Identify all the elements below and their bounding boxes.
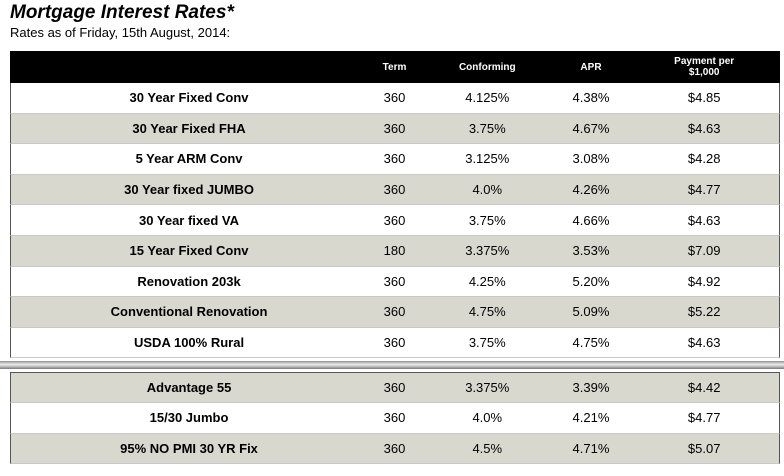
- table-row: 30 Year Fixed FHA 360 3.75% 4.67% $4.63: [10, 113, 780, 145]
- cell-payment: $4.85: [687, 90, 721, 106]
- cell-apr: 5.09%: [572, 304, 610, 320]
- cell-name: 30 Year Fixed Conv: [129, 90, 249, 106]
- table-row: 30 Year fixed VA 360 3.75% 4.66% $4.63: [10, 205, 780, 236]
- cell-payment: $4.42: [687, 380, 721, 396]
- cell-name: Renovation 203k: [137, 273, 241, 289]
- cell-name: 95% NO PMI 30 YR Fix: [120, 440, 258, 456]
- cell-apr: 3.39%: [572, 380, 610, 396]
- cell-payment: $4.28: [687, 151, 721, 167]
- cell-apr: 3.08%: [572, 151, 610, 167]
- cell-conforming: 4.0%: [472, 410, 503, 426]
- cell-apr: 3.53%: [572, 243, 610, 259]
- table-header: Term Conforming APR Payment per $1,000: [10, 51, 780, 83]
- cell-term: 360: [383, 410, 406, 426]
- page-break-gap: [0, 361, 784, 370]
- header-conforming: Conforming: [458, 61, 516, 73]
- cell-conforming: 4.25%: [468, 273, 506, 289]
- table-row: Advantage 55 360 3.375% 3.39% $4.42: [10, 372, 780, 403]
- cell-name: 5 Year ARM Conv: [135, 151, 243, 167]
- page-break-divider: [0, 358, 784, 373]
- cell-apr: 4.67%: [572, 120, 610, 136]
- cell-conforming: 4.0%: [472, 182, 503, 198]
- cell-name: 30 Year Fixed FHA: [132, 120, 246, 136]
- cell-apr: 4.38%: [572, 90, 610, 106]
- cell-conforming: 3.75%: [468, 212, 506, 228]
- table-row: USDA 100% Rural 360 3.75% 4.75% $4.63: [10, 327, 780, 359]
- table-row: 5 Year ARM Conv 360 3.125% 3.08% $4.28: [10, 144, 780, 175]
- cell-apr: 4.26%: [572, 182, 610, 198]
- cell-term: 360: [383, 90, 406, 106]
- cell-payment: $4.77: [687, 182, 721, 198]
- cell-conforming: 3.125%: [465, 151, 510, 167]
- rates-table: Term Conforming APR Payment per $1,000 3…: [0, 51, 784, 465]
- cell-term: 180: [383, 243, 406, 259]
- cell-apr: 4.66%: [572, 212, 610, 228]
- cell-term: 360: [383, 212, 406, 228]
- cell-apr: 4.75%: [572, 335, 610, 351]
- cell-term: 360: [383, 273, 406, 289]
- cell-term: 360: [383, 304, 406, 320]
- cell-name: 15 Year Fixed Conv: [129, 243, 249, 259]
- table-row: 15 Year Fixed Conv 180 3.375% 3.53% $7.0…: [10, 235, 780, 267]
- header-payment-line2: $1,000: [688, 67, 720, 78]
- table-body-2: Advantage 55 360 3.375% 3.39% $4.42 15/3…: [10, 372, 780, 465]
- table-row: Conventional Renovation 360 4.75% 5.09% …: [10, 297, 780, 328]
- cell-payment: $4.92: [687, 273, 721, 289]
- cell-conforming: 3.75%: [468, 120, 506, 136]
- table-row: 30 Year Fixed Conv 360 4.125% 4.38% $4.8…: [10, 83, 780, 114]
- table-row: Renovation 203k 360 4.25% 5.20% $4.92: [10, 266, 780, 298]
- cell-term: 360: [383, 440, 406, 456]
- cell-payment: $7.09: [687, 243, 721, 259]
- cell-payment: $4.77: [687, 410, 721, 426]
- cell-name: 30 Year fixed JUMBO: [124, 182, 254, 198]
- page-title: Mortgage Interest Rates*: [10, 2, 234, 23]
- cell-apr: 5.20%: [572, 273, 610, 289]
- cell-payment: $4.63: [687, 335, 721, 351]
- cell-apr: 4.21%: [572, 410, 610, 426]
- header-payment: Payment per $1,000: [629, 56, 779, 78]
- cell-conforming: 4.125%: [465, 90, 510, 106]
- table-row: 30 Year fixed JUMBO 360 4.0% 4.26% $4.77: [10, 174, 780, 206]
- cell-payment: $4.63: [687, 212, 721, 228]
- table-row: 15/30 Jumbo 360 4.0% 4.21% $4.77: [10, 402, 780, 434]
- cell-term: 360: [383, 335, 406, 351]
- cell-apr: 4.71%: [572, 440, 610, 456]
- cell-conforming: 4.5%: [472, 440, 503, 456]
- table-row: 95% NO PMI 30 YR Fix 360 4.5% 4.71% $5.0…: [10, 433, 780, 465]
- cell-payment: $5.22: [687, 304, 721, 320]
- cell-term: 360: [383, 380, 406, 396]
- cell-name: 15/30 Jumbo: [149, 410, 229, 426]
- cell-conforming: 4.75%: [468, 304, 506, 320]
- cell-conforming: 3.375%: [465, 380, 510, 396]
- cell-name: USDA 100% Rural: [134, 335, 245, 351]
- header-apr: APR: [580, 61, 602, 73]
- table-body-1: 30 Year Fixed Conv 360 4.125% 4.38% $4.8…: [10, 83, 780, 359]
- cell-payment: $4.63: [687, 120, 721, 136]
- cell-name: Advantage 55: [146, 380, 232, 396]
- cell-name: Conventional Renovation: [110, 304, 268, 320]
- cell-term: 360: [383, 120, 406, 136]
- cell-payment: $5.07: [687, 440, 721, 456]
- cell-conforming: 3.375%: [465, 243, 510, 259]
- cell-term: 360: [383, 151, 406, 167]
- cell-term: 360: [383, 182, 406, 198]
- header-payment-line1: Payment per: [674, 56, 735, 67]
- page-subtitle: Rates as of Friday, 15th August, 2014:: [10, 25, 231, 40]
- cell-name: 30 Year fixed VA: [139, 212, 240, 228]
- cell-conforming: 3.75%: [468, 335, 506, 351]
- header-term: Term: [382, 61, 407, 73]
